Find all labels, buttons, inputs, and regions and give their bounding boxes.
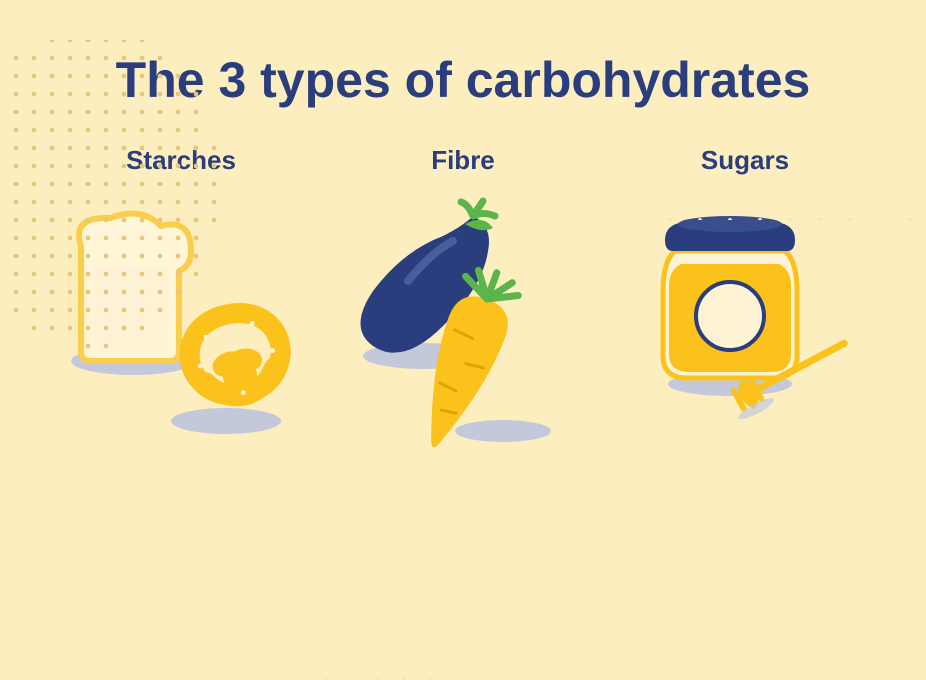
bread-pretzel-icon (51, 196, 311, 456)
eggplant-carrot-icon (333, 196, 593, 456)
category-starches: Starches (40, 145, 322, 456)
honey-jar-icon (615, 196, 875, 456)
category-fibre: Fibre (322, 145, 604, 456)
page-title: The 3 types of carbohydrates (0, 0, 926, 110)
category-label: Sugars (701, 145, 789, 176)
category-sugars: Sugars (604, 145, 886, 456)
category-label: Fibre (431, 145, 495, 176)
category-label: Starches (126, 145, 236, 176)
categories-row: Starches Fibre (0, 145, 926, 456)
diagonal-stripes-bottom (300, 520, 616, 680)
